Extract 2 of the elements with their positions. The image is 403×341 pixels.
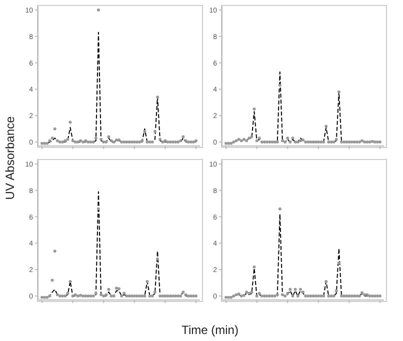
- y-axis-title: UV Absorbance: [3, 116, 17, 200]
- x-axis-title: Time (min): [182, 323, 238, 337]
